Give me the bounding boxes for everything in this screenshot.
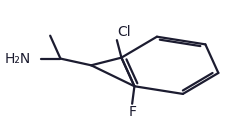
Text: F: F xyxy=(128,105,136,119)
Text: H₂N: H₂N xyxy=(5,52,31,66)
Text: Cl: Cl xyxy=(117,25,130,39)
